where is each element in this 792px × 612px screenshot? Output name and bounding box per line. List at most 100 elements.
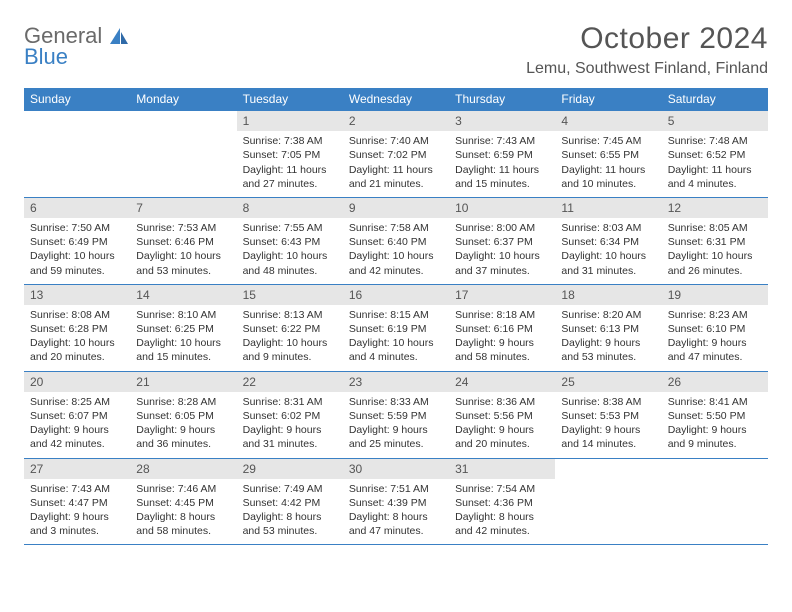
header: General Blue October 2024 Lemu, Southwes…: [24, 22, 768, 78]
sunset-text: Sunset: 6:52 PM: [668, 148, 762, 162]
day1-text: Daylight: 9 hours: [349, 423, 443, 437]
day1-text: Daylight: 9 hours: [561, 423, 655, 437]
sunrise-text: Sunrise: 7:55 AM: [243, 221, 337, 235]
sunset-text: Sunset: 6:13 PM: [561, 322, 655, 336]
day1-text: Daylight: 10 hours: [349, 249, 443, 263]
day1-text: Daylight: 10 hours: [455, 249, 549, 263]
day-cell: 18Sunrise: 8:20 AMSunset: 6:13 PMDayligh…: [555, 285, 661, 371]
sunset-text: Sunset: 6:49 PM: [30, 235, 124, 249]
day-number: 23: [343, 372, 449, 392]
day1-text: Daylight: 10 hours: [136, 249, 230, 263]
sunset-text: Sunset: 4:36 PM: [455, 496, 549, 510]
day-cell: 9Sunrise: 7:58 AMSunset: 6:40 PMDaylight…: [343, 198, 449, 284]
day-cell: 28Sunrise: 7:46 AMSunset: 4:45 PMDayligh…: [130, 459, 236, 545]
sunset-text: Sunset: 6:59 PM: [455, 148, 549, 162]
logo-bottom: Blue: [24, 47, 102, 68]
day2-text: and 47 minutes.: [668, 350, 762, 364]
sunset-text: Sunset: 6:46 PM: [136, 235, 230, 249]
sunrise-text: Sunrise: 7:50 AM: [30, 221, 124, 235]
sunset-text: Sunset: 6:16 PM: [455, 322, 549, 336]
day-number: 2: [343, 111, 449, 131]
day2-text: and 58 minutes.: [136, 524, 230, 538]
day1-text: Daylight: 9 hours: [30, 510, 124, 524]
sunrise-text: Sunrise: 7:58 AM: [349, 221, 443, 235]
day-cell: 2Sunrise: 7:40 AMSunset: 7:02 PMDaylight…: [343, 111, 449, 197]
day2-text: and 42 minutes.: [349, 264, 443, 278]
day-cell: 24 Sunrise: 8:36 AMSunset: 5:56 PMDayligh…: [449, 372, 555, 458]
day1-text: Daylight: 10 hours: [30, 249, 124, 263]
day-number: 15: [237, 285, 343, 305]
sunrise-text: Sunrise: 7:45 AM: [561, 134, 655, 148]
day1-text: Daylight: 10 hours: [668, 249, 762, 263]
day2-text: and 47 minutes.: [349, 524, 443, 538]
sunrise-text: Sunrise: 7:51 AM: [349, 482, 443, 496]
sunset-text: Sunset: 6:40 PM: [349, 235, 443, 249]
day-number: 11: [555, 198, 661, 218]
day-cell: 1Sunrise: 7:38 AMSunset: 7:05 PMDaylight…: [237, 111, 343, 197]
day-cell: 7Sunrise: 7:53 AMSunset: 6:46 PMDaylight…: [130, 198, 236, 284]
day1-text: Daylight: 10 hours: [30, 336, 124, 350]
sunrise-text: Sunrise: 7:38 AM: [243, 134, 337, 148]
sunrise-text: Sunrise: 8:36 AM: [455, 395, 549, 409]
day-number: 16: [343, 285, 449, 305]
day1-text: Daylight: 9 hours: [455, 423, 549, 437]
sunset-text: Sunset: 6:34 PM: [561, 235, 655, 249]
sunrise-text: Sunrise: 8:03 AM: [561, 221, 655, 235]
sunset-text: Sunset: 6:55 PM: [561, 148, 655, 162]
day2-text: and 27 minutes.: [243, 177, 337, 191]
day2-text: and 25 minutes.: [349, 437, 443, 451]
day1-text: Daylight: 10 hours: [136, 336, 230, 350]
sunrise-text: Sunrise: 8:13 AM: [243, 308, 337, 322]
sunrise-text: Sunrise: 7:40 AM: [349, 134, 443, 148]
dow-cell: Friday: [555, 88, 661, 111]
day2-text: and 20 minutes.: [455, 437, 549, 451]
day-number: 29: [237, 459, 343, 479]
dow-cell: Sunday: [24, 88, 130, 111]
day-cell: 4Sunrise: 7:45 AMSunset: 6:55 PMDaylight…: [555, 111, 661, 197]
day2-text: and 9 minutes.: [668, 437, 762, 451]
week-row: 27Sunrise: 7:43 AMSunset: 4:47 PMDayligh…: [24, 459, 768, 546]
day-cell: [662, 459, 768, 545]
day1-text: Daylight: 9 hours: [668, 336, 762, 350]
sunset-text: Sunset: 7:02 PM: [349, 148, 443, 162]
day1-text: Daylight: 11 hours: [561, 163, 655, 177]
day-cell: 6 Sunrise: 7:50 AMSunset: 6:49 PMDaylight…: [24, 198, 130, 284]
day2-text: and 31 minutes.: [561, 264, 655, 278]
week-row: 1Sunrise: 7:38 AMSunset: 7:05 PMDaylight…: [24, 111, 768, 198]
sunrise-text: Sunrise: 7:53 AM: [136, 221, 230, 235]
day-number: 6: [24, 198, 130, 218]
day2-text: and 37 minutes.: [455, 264, 549, 278]
sunset-text: Sunset: 6:19 PM: [349, 322, 443, 336]
sunset-text: Sunset: 4:39 PM: [349, 496, 443, 510]
day-cell: 15Sunrise: 8:13 AMSunset: 6:22 PMDayligh…: [237, 285, 343, 371]
sunrise-text: Sunrise: 8:05 AM: [668, 221, 762, 235]
day2-text: and 31 minutes.: [243, 437, 337, 451]
day-number: 21: [130, 372, 236, 392]
day1-text: Daylight: 8 hours: [243, 510, 337, 524]
sunset-text: Sunset: 5:56 PM: [455, 409, 549, 423]
sunset-text: Sunset: 6:22 PM: [243, 322, 337, 336]
sunrise-text: Sunrise: 8:28 AM: [136, 395, 230, 409]
day2-text: and 15 minutes.: [455, 177, 549, 191]
day1-text: Daylight: 9 hours: [668, 423, 762, 437]
dow-cell: Monday: [130, 88, 236, 111]
day2-text: and 15 minutes.: [136, 350, 230, 364]
day-cell: 30Sunrise: 7:51 AMSunset: 4:39 PMDayligh…: [343, 459, 449, 545]
sunset-text: Sunset: 7:05 PM: [243, 148, 337, 162]
day-number: 24: [449, 372, 555, 392]
day-number: 31: [449, 459, 555, 479]
day2-text: and 4 minutes.: [668, 177, 762, 191]
day2-text: and 26 minutes.: [668, 264, 762, 278]
sunset-text: Sunset: 6:07 PM: [30, 409, 124, 423]
sunrise-text: Sunrise: 7:48 AM: [668, 134, 762, 148]
day2-text: and 14 minutes.: [561, 437, 655, 451]
day-number: 26: [662, 372, 768, 392]
day-number: 30: [343, 459, 449, 479]
day-cell: 5Sunrise: 7:48 AMSunset: 6:52 PMDaylight…: [662, 111, 768, 197]
day-cell: 22Sunrise: 8:31 AMSunset: 6:02 PMDayligh…: [237, 372, 343, 458]
calendar: SundayMondayTuesdayWednesdayThursdayFrid…: [24, 88, 768, 545]
day2-text: and 10 minutes.: [561, 177, 655, 191]
sunset-text: Sunset: 6:05 PM: [136, 409, 230, 423]
sunrise-text: Sunrise: 8:38 AM: [561, 395, 655, 409]
day-of-week-header: SundayMondayTuesdayWednesdayThursdayFrid…: [24, 88, 768, 111]
